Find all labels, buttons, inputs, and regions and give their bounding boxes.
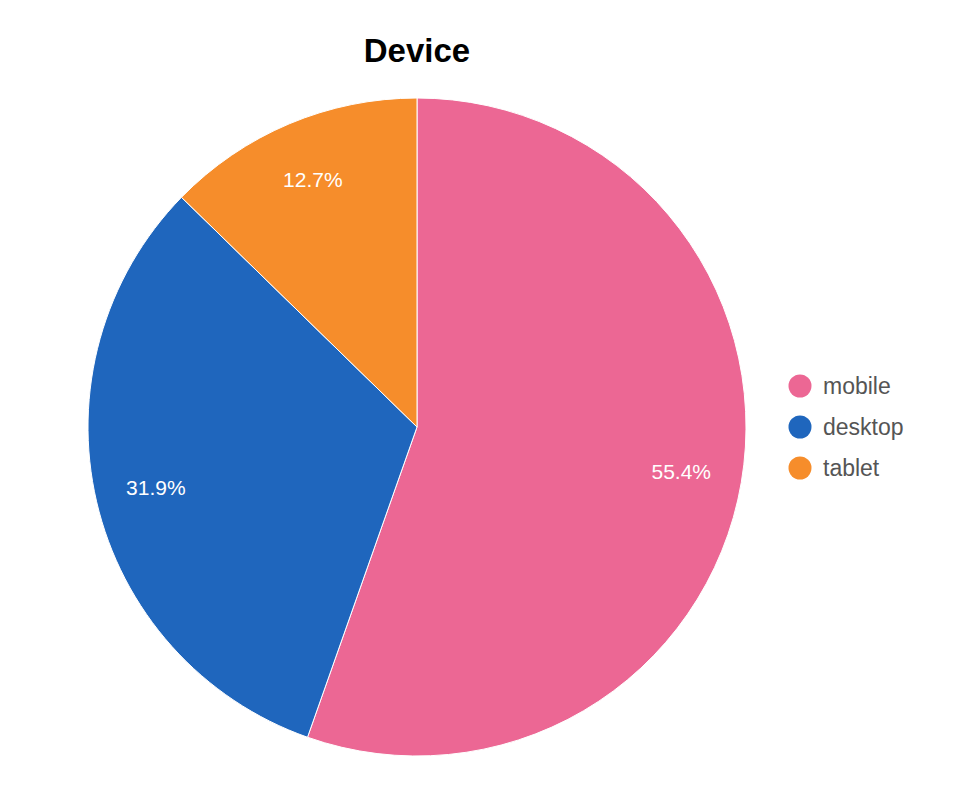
pie-slices bbox=[88, 98, 746, 756]
data-labels: 55.4% 31.9% 12.7% bbox=[126, 168, 711, 499]
data-label: 31.9% bbox=[126, 476, 186, 499]
chart-title: Device bbox=[364, 32, 470, 69]
legend-swatch bbox=[789, 416, 812, 439]
legend: mobile desktop tablet bbox=[789, 373, 904, 481]
legend-label: mobile bbox=[823, 373, 891, 399]
data-label: 55.4% bbox=[652, 460, 712, 483]
legend-swatch bbox=[789, 457, 812, 480]
data-label: 12.7% bbox=[283, 168, 343, 191]
chart-svg: Device 55.4% 31.9% 12.7% mobile desktop tablet bbox=[0, 0, 966, 790]
pie-slice bbox=[181, 98, 417, 427]
legend-label: tablet bbox=[823, 455, 880, 481]
legend-label: desktop bbox=[823, 414, 904, 440]
legend-swatch bbox=[789, 375, 812, 398]
chart-container: Device 55.4% 31.9% 12.7% mobile desktop tablet bbox=[0, 0, 966, 790]
